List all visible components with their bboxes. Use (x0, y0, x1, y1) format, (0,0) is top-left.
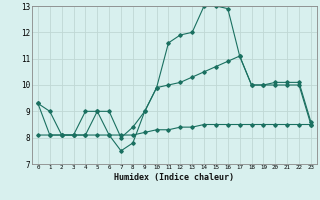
X-axis label: Humidex (Indice chaleur): Humidex (Indice chaleur) (115, 173, 234, 182)
